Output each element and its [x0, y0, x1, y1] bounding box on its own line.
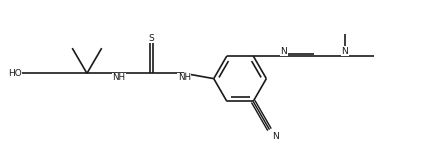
Text: N: N [341, 47, 348, 56]
Text: NH: NH [113, 73, 126, 82]
Text: S: S [149, 34, 155, 43]
Text: N: N [280, 47, 287, 56]
Text: NH: NH [178, 73, 191, 82]
Text: HO: HO [8, 69, 22, 78]
Text: N: N [272, 132, 279, 141]
